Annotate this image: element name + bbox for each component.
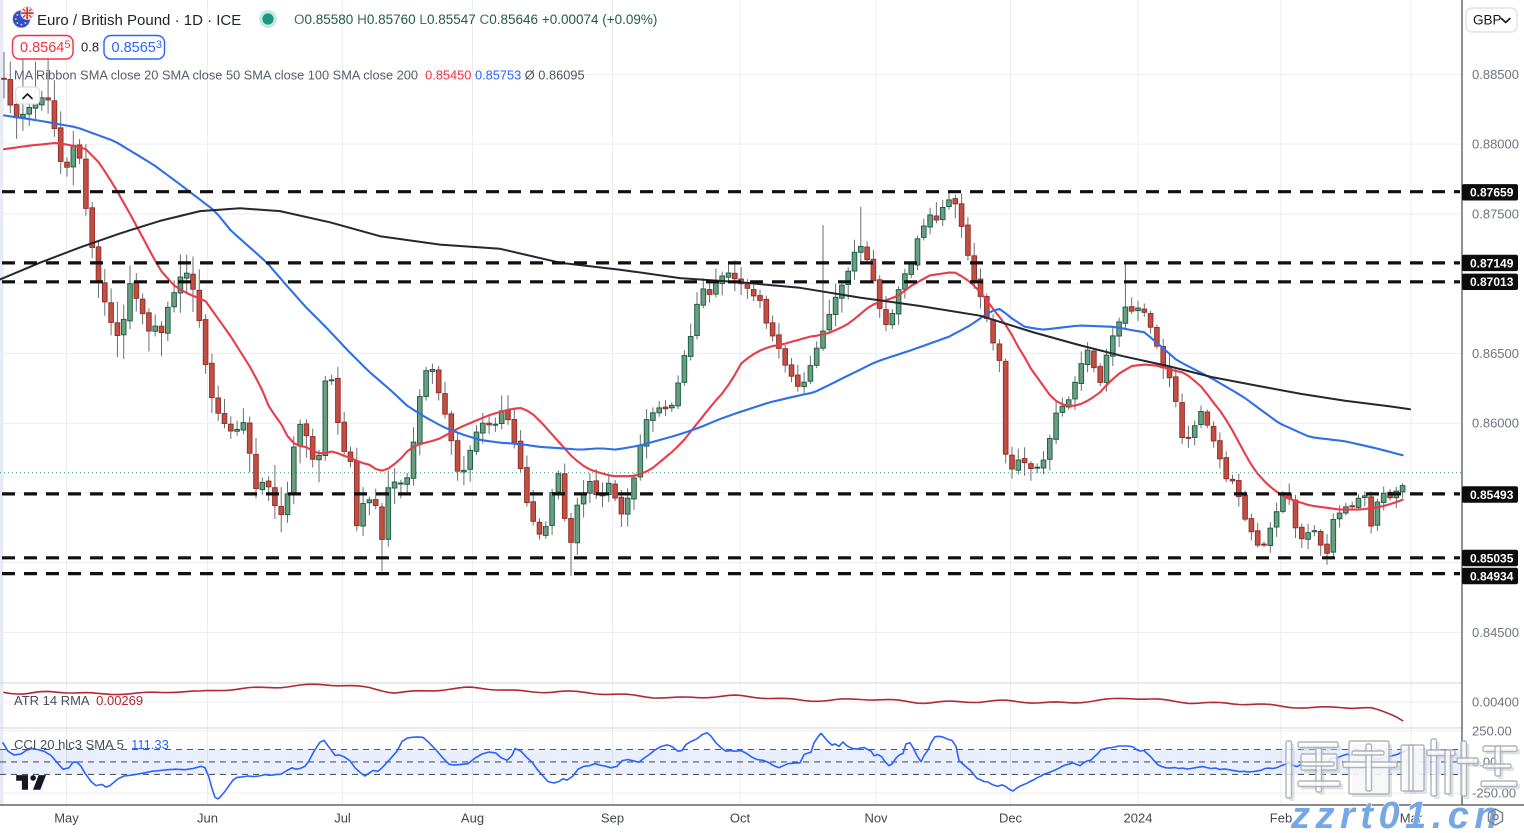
svg-text:O0.85580 H0.85760 L0.85547 C0.: O0.85580 H0.85760 L0.85547 C0.85646 +0.0… [294,12,657,27]
svg-text:Jul: Jul [334,811,351,826]
svg-text:0.8: 0.8 [81,40,99,55]
svg-text:0.86000: 0.86000 [1472,416,1519,431]
svg-text:0.87659: 0.87659 [1470,186,1514,200]
svg-text:0.86500: 0.86500 [1472,346,1519,361]
svg-text:0.87500: 0.87500 [1472,206,1519,221]
svg-text:Jun: Jun [197,811,218,826]
svg-text:Oct: Oct [730,811,751,826]
svg-text:Euro / British Pound · 1D · IC: Euro / British Pound · 1D · ICE [37,12,241,29]
svg-text:0.88000: 0.88000 [1472,137,1519,152]
svg-text:ATR 14 RMA 0.00269: ATR 14 RMA 0.00269 [14,693,143,708]
svg-text:0.85645: 0.85645 [20,39,70,56]
svg-text:Feb: Feb [1270,811,1292,826]
svg-text:Sep: Sep [601,811,624,826]
svg-text:GBP: GBP [1473,13,1502,28]
svg-text:0.85653: 0.85653 [112,39,162,56]
svg-text:May: May [54,811,79,826]
svg-text:0.87149: 0.87149 [1470,256,1514,270]
svg-text:MA Ribbon SMA close 20 SMA clo: MA Ribbon SMA close 20 SMA close 50 SMA … [14,68,585,83]
svg-text:0.85035: 0.85035 [1470,551,1514,565]
svg-text:0.88500: 0.88500 [1472,67,1519,82]
svg-text:CCI 20 hlc3 SMA 5 111.33: CCI 20 hlc3 SMA 5 111.33 [14,737,169,752]
svg-text:0.87013: 0.87013 [1470,275,1514,289]
svg-text:0.84934: 0.84934 [1470,569,1514,583]
svg-text:250.00: 250.00 [1472,723,1512,738]
svg-text:2024: 2024 [1124,811,1153,826]
svg-text:0.00400: 0.00400 [1472,695,1519,710]
svg-text:Aug: Aug [461,811,484,826]
svg-text:zzrt01.cn: zzrt01.cn [1290,795,1503,833]
svg-text:Nov: Nov [864,811,888,826]
svg-text:Mar: Mar [1400,811,1423,826]
svg-text:0.85493: 0.85493 [1470,488,1514,502]
svg-text:Dec: Dec [999,811,1023,826]
svg-text:0.84500: 0.84500 [1472,625,1519,640]
